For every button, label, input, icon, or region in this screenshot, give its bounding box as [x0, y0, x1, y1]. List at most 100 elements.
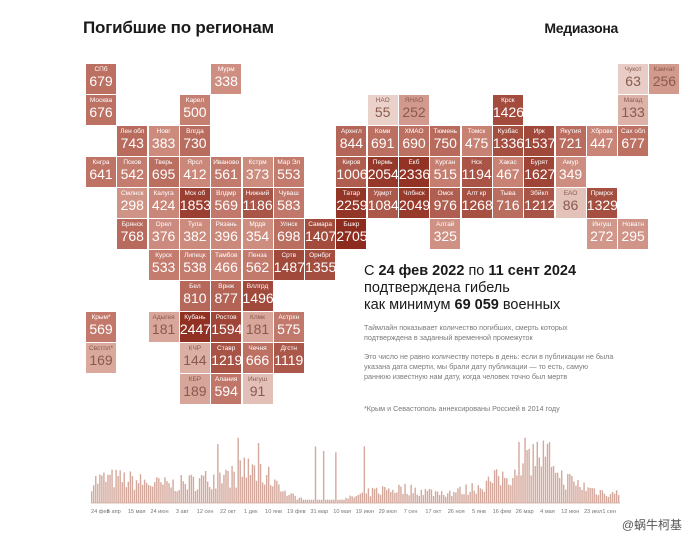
timeline-bar: [296, 499, 298, 503]
region-tile[interactable]: Магад 133: [618, 95, 649, 125]
timeline-bar: [386, 490, 388, 503]
region-tile[interactable]: Кузбас 1336: [492, 126, 523, 156]
region-tile[interactable]: Члбнск 2049: [399, 188, 429, 218]
timeline-bar: [412, 493, 414, 503]
region-tile[interactable]: Пенза 562: [242, 250, 273, 280]
region-tile[interactable]: Мск об 1853: [179, 188, 210, 218]
region-tile[interactable]: Хбровк 447: [586, 126, 617, 156]
region-tile[interactable]: Калуга 424: [148, 188, 179, 218]
region-tile[interactable]: ЕАО 86: [555, 188, 586, 218]
region-tile[interactable]: Прмрск 1329: [586, 188, 617, 218]
region-tile[interactable]: Коми 691: [367, 126, 398, 156]
region-tile[interactable]: КЧР 144: [179, 343, 210, 373]
timeline-bar: [333, 499, 335, 503]
region-tile[interactable]: ЯНАО 252: [399, 95, 429, 125]
region-tile[interactable]: Сртв 1487: [273, 250, 304, 280]
region-tile[interactable]: Удмрт 1084: [367, 188, 398, 218]
region-tile[interactable]: Алания 594: [211, 374, 242, 404]
region-tile[interactable]: Врнж 877: [211, 281, 242, 311]
region-tile[interactable]: Ингуш 272: [586, 219, 617, 249]
region-tile[interactable]: Пермь 2054: [367, 157, 398, 187]
region-tile[interactable]: Сах обл 677: [618, 126, 649, 156]
region-tile[interactable]: Новг 383: [148, 126, 179, 156]
region-name: Тыва: [500, 190, 516, 197]
region-tile[interactable]: Камчат 256: [649, 64, 680, 94]
region-tile[interactable]: Курган 515: [430, 157, 461, 187]
region-tile[interactable]: Ростов 1594: [211, 312, 242, 342]
region-tile[interactable]: Ставр 1219: [211, 343, 242, 373]
region-tile[interactable]: Тверь 695: [148, 157, 179, 187]
region-tile[interactable]: Кстрм 373: [242, 157, 273, 187]
region-tile[interactable]: Мрдв 354: [242, 219, 273, 249]
region-tile[interactable]: Тюмень 750: [430, 126, 461, 156]
region-tile[interactable]: Киров 1006: [336, 157, 367, 187]
region-tile[interactable]: Бел 810: [179, 281, 210, 311]
timeline-bar: [526, 450, 528, 503]
region-tile[interactable]: Влгда 730: [179, 126, 210, 156]
region-tile[interactable]: Орел 376: [148, 219, 179, 249]
region-tile[interactable]: Клмк 181: [242, 312, 273, 342]
region-tile[interactable]: Томск 475: [461, 126, 492, 156]
region-tile[interactable]: Омск 976: [430, 188, 461, 218]
region-tile[interactable]: Лен обл 743: [117, 126, 148, 156]
region-tile[interactable]: НАО 55: [367, 95, 398, 125]
region-tile[interactable]: Иваново 561: [211, 157, 242, 187]
region-tile[interactable]: Збйкл 1212: [524, 188, 555, 218]
region-tile[interactable]: Смлнск 298: [117, 188, 148, 218]
region-tile[interactable]: Екб 2336: [399, 157, 429, 187]
timeline-bar: [398, 484, 400, 503]
region-tile[interactable]: СПб 679: [86, 64, 116, 94]
region-tile[interactable]: Ирк 1537: [524, 126, 555, 156]
region-tile[interactable]: Влдмр 569: [211, 188, 242, 218]
region-name: Пенза: [248, 252, 267, 259]
region-tile[interactable]: Липецк 538: [179, 250, 210, 280]
region-tile[interactable]: Тыва 716: [492, 188, 523, 218]
region-tile[interactable]: Чуваш 583: [273, 188, 304, 218]
region-tile[interactable]: Дгстн 1119: [273, 343, 304, 373]
region-tile[interactable]: Нижний 1186: [242, 188, 273, 218]
region-tile[interactable]: Тула 382: [179, 219, 210, 249]
region-tile[interactable]: Астрхн 575: [273, 312, 304, 342]
region-tile[interactable]: Мар Эл 553: [273, 157, 304, 187]
region-tile[interactable]: Бурят 1627: [524, 157, 555, 187]
region-tile[interactable]: Нск 1194: [461, 157, 492, 187]
region-tile[interactable]: Ингуш 91: [242, 374, 273, 404]
region-tile[interactable]: Новатн 295: [618, 219, 649, 249]
region-tile[interactable]: Крск 1426: [492, 95, 523, 125]
region-name: Лен обл: [120, 128, 145, 135]
region-tile[interactable]: Алт кр 1268: [461, 188, 492, 218]
timeline-bar: [335, 452, 337, 503]
region-tile[interactable]: Псков 542: [117, 157, 148, 187]
region-tile[interactable]: Самара 1407: [305, 219, 336, 249]
region-tile[interactable]: Бшкр 2705: [336, 219, 367, 249]
region-value: 55: [374, 104, 391, 120]
region-tile[interactable]: Свстпл* 169: [86, 343, 116, 373]
region-tile[interactable]: Курск 533: [148, 250, 179, 280]
region-tile[interactable]: Татар 2259: [336, 188, 367, 218]
region-name: Клмк: [250, 314, 265, 321]
region-tile[interactable]: Рязань 396: [211, 219, 242, 249]
region-tile[interactable]: Якутия 721: [555, 126, 586, 156]
region-tile[interactable]: Крым* 569: [86, 312, 116, 342]
region-tile[interactable]: Чукот 63: [618, 64, 649, 94]
region-tile[interactable]: Карел 500: [179, 95, 210, 125]
region-tile[interactable]: Мурм 338: [211, 64, 242, 94]
timeline-bar: [392, 489, 394, 503]
region-tile[interactable]: Вллгрд 1496: [242, 281, 273, 311]
region-tile[interactable]: Архнгл 844: [336, 126, 367, 156]
region-tile[interactable]: Чечня 666: [242, 343, 273, 373]
region-tile[interactable]: Хакас 467: [492, 157, 523, 187]
region-tile[interactable]: Брянск 768: [117, 219, 148, 249]
region-tile[interactable]: Улнск 698: [273, 219, 304, 249]
region-tile[interactable]: Тамбов 466: [211, 250, 242, 280]
region-tile[interactable]: Алтай 325: [430, 219, 461, 249]
region-tile[interactable]: ХМАО 690: [399, 126, 429, 156]
region-tile[interactable]: Москва 676: [86, 95, 116, 125]
region-tile[interactable]: Кнгра 641: [86, 157, 116, 187]
region-tile[interactable]: Адыгея 181: [148, 312, 179, 342]
region-tile[interactable]: Кубань 2447: [179, 312, 210, 342]
region-tile[interactable]: Амур 349: [555, 157, 586, 187]
region-tile[interactable]: Орнбрг 1355: [305, 250, 336, 280]
region-tile[interactable]: Ярсл 412: [179, 157, 210, 187]
region-tile[interactable]: КБР 189: [179, 374, 210, 404]
